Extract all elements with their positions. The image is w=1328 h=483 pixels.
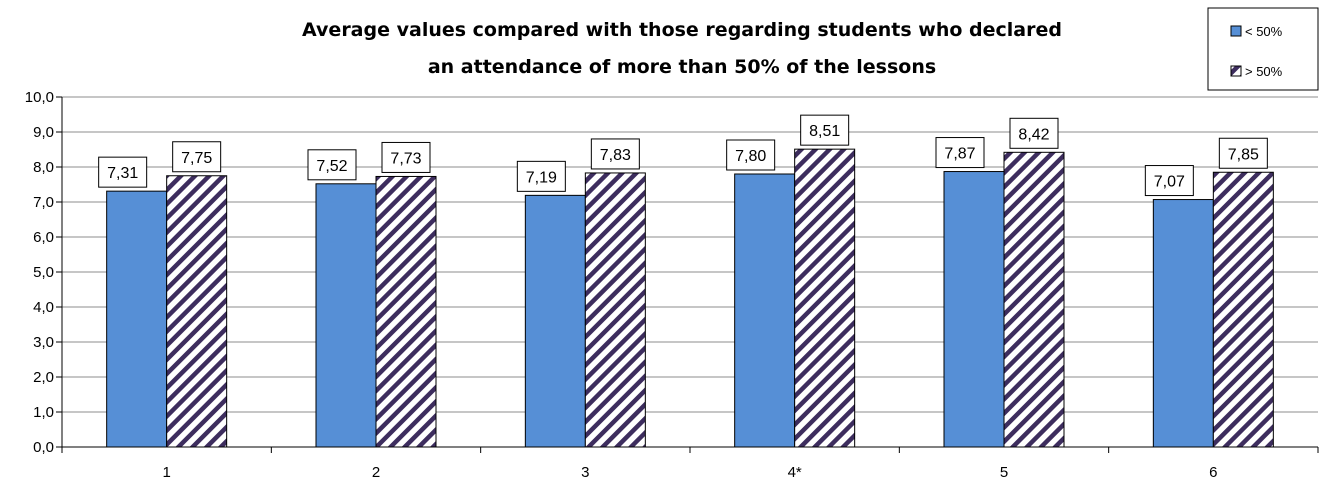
bar-above-50 <box>166 175 228 448</box>
data-label: 7,85 <box>1228 146 1259 163</box>
y-tick-label: 4,0 <box>33 299 54 316</box>
chart-title-line-2: an attendance of more than 50% of the le… <box>428 56 936 78</box>
x-tick-label: 1 <box>162 464 170 481</box>
legend-swatch-below-50 <box>1230 25 1242 37</box>
x-tick-label: 6 <box>1209 464 1217 481</box>
data-label: 8,51 <box>809 123 840 140</box>
bar-below-50 <box>315 183 377 448</box>
data-label-box <box>98 156 148 188</box>
data-label: 7,19 <box>526 169 557 186</box>
bar-below-50 <box>943 171 1005 448</box>
data-label-box <box>726 139 776 171</box>
chart-legend: < 50% > 50% <box>1207 7 1319 91</box>
bar-above-50 <box>1212 171 1274 448</box>
legend-label-below-50: < 50% <box>1245 24 1283 39</box>
bar-below-50 <box>106 190 168 448</box>
data-label-box <box>381 141 431 173</box>
y-tick-label: 6,0 <box>33 229 54 246</box>
data-label: 8,42 <box>1018 126 1049 143</box>
data-label-box <box>1218 137 1268 169</box>
legend-box <box>1207 7 1319 91</box>
x-tick-label: 4* <box>788 464 802 481</box>
x-tick-label: 3 <box>581 464 589 481</box>
data-label: 7,80 <box>735 148 766 165</box>
legend-label-above-50: > 50% <box>1245 64 1283 79</box>
data-label: 7,07 <box>1154 174 1185 191</box>
x-tick-label: 2 <box>372 464 380 481</box>
data-label: 7,87 <box>944 146 975 163</box>
data-label-box <box>1009 117 1059 149</box>
data-label-box <box>800 114 850 146</box>
y-tick-label: 3,0 <box>33 334 54 351</box>
y-tick-label: 8,0 <box>33 159 54 176</box>
data-label-box <box>590 138 640 170</box>
data-label-box <box>172 141 222 173</box>
bar-above-50 <box>584 172 646 448</box>
bar-below-50 <box>524 194 586 448</box>
y-tick-label: 0,0 <box>33 439 54 456</box>
data-label-box <box>1144 165 1194 197</box>
data-label-box <box>307 149 357 181</box>
y-tick-label: 10,0 <box>25 89 54 106</box>
data-label: 7,52 <box>316 158 347 175</box>
y-tick-label: 2,0 <box>33 369 54 386</box>
x-tick-label: 5 <box>1000 464 1008 481</box>
y-tick-label: 9,0 <box>33 124 54 141</box>
bar-above-50 <box>375 175 437 448</box>
bar-above-50 <box>794 148 856 448</box>
data-label: 7,31 <box>107 165 138 182</box>
axes: 0,0 1,0 2,0 3,0 4,0 5,0 6,0 7,0 8,0 9,0 10,0 1 2 3 4* 5… <box>25 89 1319 481</box>
legend-swatch-above-50 <box>1230 65 1242 77</box>
gridlines <box>62 96 1318 448</box>
y-tick-label: 7,0 <box>33 194 54 211</box>
chart-title: Average values compared with those regar… <box>302 19 1062 78</box>
data-label-box <box>935 137 985 169</box>
data-label: 7,75 <box>181 150 212 167</box>
bar-below-50 <box>734 173 796 448</box>
y-tick-label: 5,0 <box>33 264 54 281</box>
y-tick-label: 1,0 <box>33 404 54 421</box>
data-label: 7,73 <box>390 150 421 167</box>
bars <box>106 148 1274 448</box>
data-labels: 7,31 7,75 7,52 7,73 7,19 7,83 7,80 8,51 7,87 8,42… <box>98 114 1268 197</box>
data-label: 7,83 <box>600 147 631 164</box>
bar-above-50 <box>1003 151 1065 448</box>
chart-title-line-1: Average values compared with those regar… <box>302 19 1062 41</box>
data-label-box <box>516 160 566 192</box>
bar-below-50 <box>1152 199 1214 448</box>
